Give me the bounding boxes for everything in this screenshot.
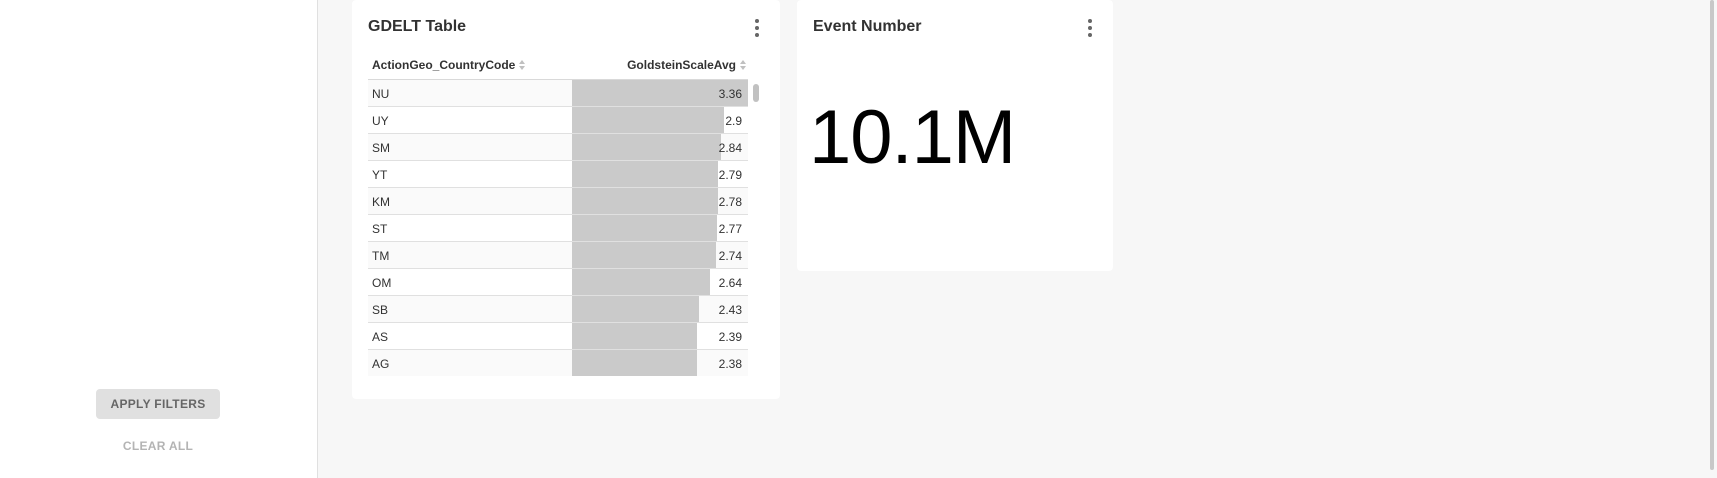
value-bar: [572, 269, 710, 295]
column-header-label: GoldsteinScaleAvg: [627, 58, 736, 72]
goldstein-value-cell: 2.74: [718, 249, 742, 263]
country-code-cell: NU: [372, 87, 390, 101]
data-table: ActionGeo_CountryCode GoldsteinScaleAvg …: [368, 52, 763, 376]
chart-title: GDELT Table: [368, 18, 467, 35]
value-bar: [572, 134, 721, 160]
gdelt-table-card: GDELT Table ActionGeo_CountryCode Goldst…: [352, 0, 780, 399]
table-row: NU 3.36: [368, 80, 748, 107]
scrollbar-thumb[interactable]: [1710, 0, 1714, 470]
country-code-cell: OM: [372, 276, 392, 290]
event-number-card: Event Number 10.1M: [797, 0, 1113, 271]
table-body: NU 3.36 UY 2.9 SM 2.84 YT 2.79 KM 2.78 ST 2.77 TM 2.7…: [368, 80, 748, 376]
kebab-menu-icon[interactable]: [750, 18, 764, 38]
goldstein-value-cell: 2.9: [725, 114, 742, 128]
goldstein-value-cell: 2.39: [718, 330, 742, 344]
goldstein-value-cell: 2.77: [718, 222, 742, 236]
goldstein-value-cell: 2.78: [718, 195, 742, 209]
table-row: TM 2.74: [368, 242, 748, 269]
country-code-cell: SB: [372, 303, 389, 317]
country-code-cell: AG: [372, 357, 390, 371]
value-bar: [572, 323, 697, 349]
table-row: UY 2.9: [368, 107, 748, 134]
table-row: AS 2.39: [368, 323, 748, 350]
country-code-cell: AS: [372, 330, 389, 344]
kebab-menu-icon[interactable]: [1083, 18, 1097, 38]
goldstein-value-cell: 2.79: [718, 168, 742, 182]
country-code-cell: YT: [372, 168, 388, 182]
table-row: OM 2.64: [368, 269, 748, 296]
value-bar: [572, 350, 697, 376]
table-row: SM 2.84: [368, 134, 748, 161]
country-code-cell: KM: [372, 195, 390, 209]
table-header: ActionGeo_CountryCode GoldsteinScaleAvg: [368, 52, 748, 80]
table-row: SB 2.43: [368, 296, 748, 323]
big-number-value: 10.1M: [809, 95, 1016, 180]
column-header-label: ActionGeo_CountryCode: [372, 58, 516, 72]
country-code-cell: SM: [372, 141, 390, 155]
filter-sidebar: APPLY FILTERS CLEAR ALL: [0, 0, 318, 478]
table-row: ST 2.77: [368, 215, 748, 242]
scrollbar-thumb[interactable]: [753, 84, 759, 102]
table-scrollbar[interactable]: [751, 80, 761, 376]
sort-icon[interactable]: [519, 59, 527, 71]
value-bar: [572, 188, 718, 214]
sort-icon[interactable]: [740, 59, 748, 71]
country-code-cell: UY: [372, 114, 389, 128]
page-scrollbar[interactable]: [1707, 0, 1717, 478]
goldstein-value-cell: 2.84: [718, 141, 742, 155]
goldstein-value-cell: 2.43: [718, 303, 742, 317]
value-bar: [572, 296, 699, 322]
chart-title: Event Number: [813, 18, 922, 35]
clear-all-button[interactable]: CLEAR ALL: [122, 439, 194, 453]
table-row: KM 2.78: [368, 188, 748, 215]
column-header-goldstein-avg[interactable]: GoldsteinScaleAvg: [627, 58, 748, 72]
table-row: YT 2.79: [368, 161, 748, 188]
value-bar: [572, 161, 718, 187]
value-bar: [572, 215, 717, 241]
country-code-cell: TM: [372, 249, 390, 263]
goldstein-value-cell: 3.36: [718, 87, 742, 101]
value-bar: [572, 242, 716, 268]
goldstein-value-cell: 2.64: [718, 276, 742, 290]
value-bar: [572, 80, 748, 106]
goldstein-value-cell: 2.38: [718, 357, 742, 371]
country-code-cell: ST: [372, 222, 388, 236]
apply-filters-button[interactable]: APPLY FILTERS: [96, 389, 220, 419]
column-header-country-code[interactable]: ActionGeo_CountryCode: [372, 58, 527, 72]
value-bar: [572, 107, 724, 133]
table-row: AG 2.38: [368, 350, 748, 376]
